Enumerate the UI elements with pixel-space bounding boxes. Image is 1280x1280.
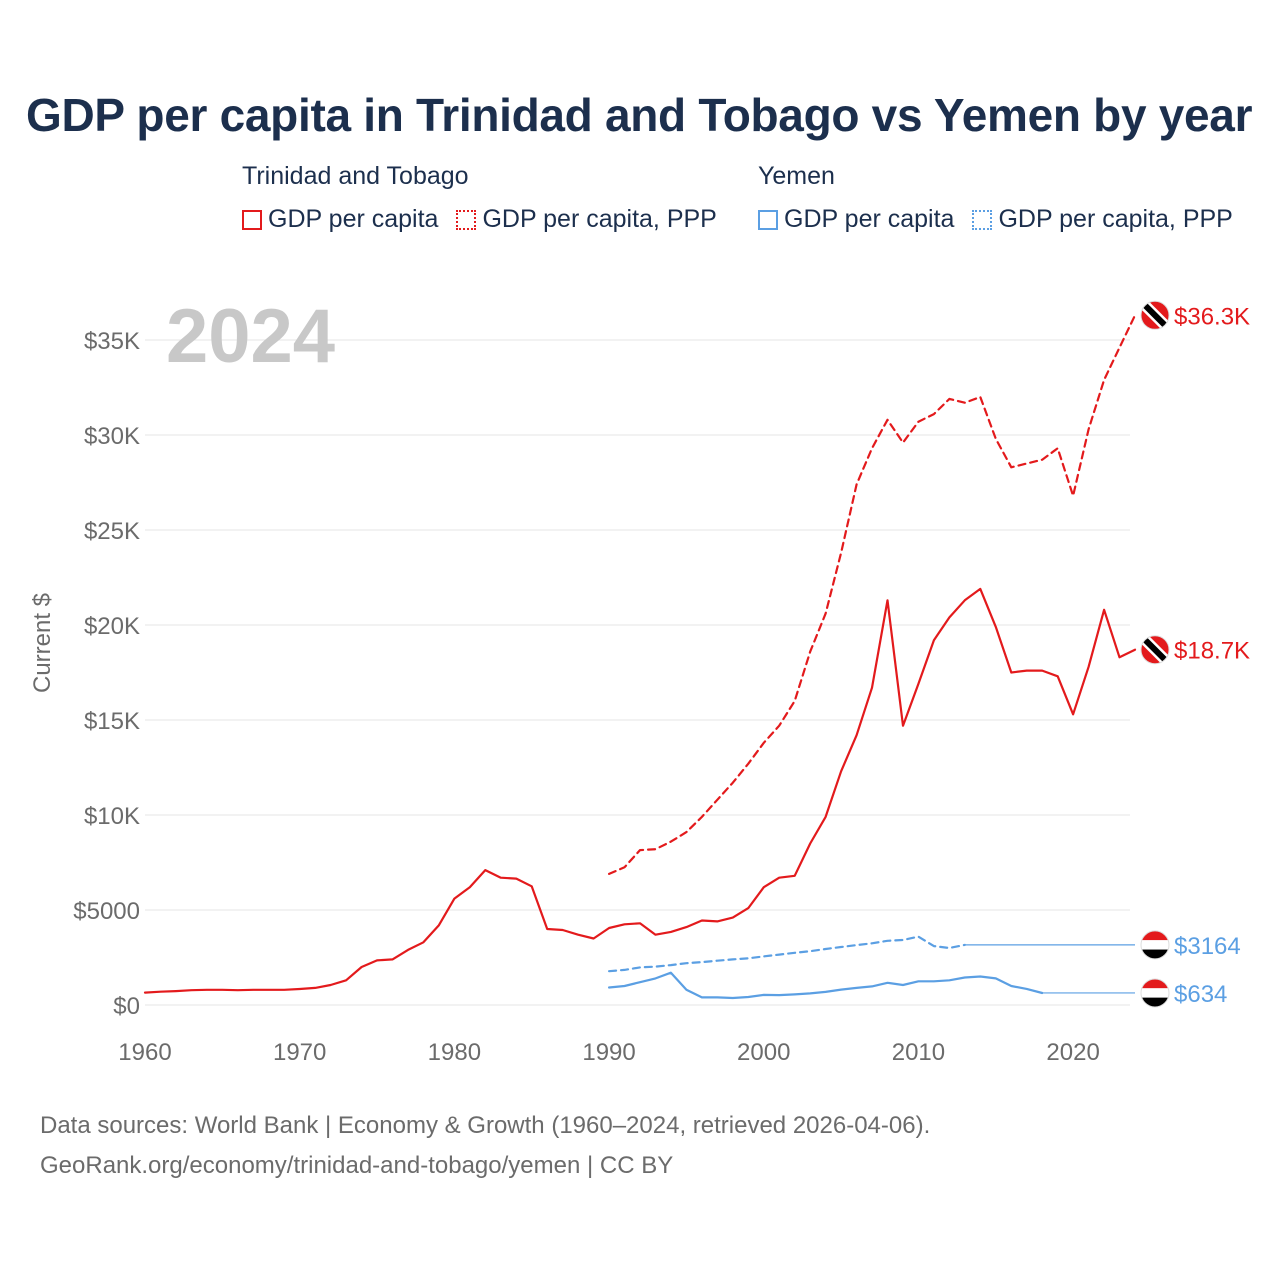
y-tick-label: $30K <box>84 423 140 450</box>
trinidad-and-tobago-flag-icon <box>1140 300 1170 330</box>
legend-swatch-dotted <box>456 209 477 230</box>
end-value-label: $3164 <box>1174 933 1241 960</box>
trinidad-and-tobago-flag-icon <box>1140 635 1170 665</box>
x-axis-ticks: 1960 1970 1980 1990 2000 2010 2020 <box>118 1039 1100 1066</box>
x-tick-label: 1980 <box>428 1039 481 1066</box>
legend-item-label: GDP per capita, PPP <box>998 205 1233 233</box>
series-line <box>607 971 1044 1000</box>
y-axis-ticks: $0 $5000 $10K $15K $20K $25K $30K $35K <box>73 328 140 1020</box>
legend-group-yemen: Yemen GDP per capita GDP per capita, PPP <box>758 162 1233 234</box>
y-tick-label: $10K <box>84 803 140 830</box>
chart-title: GDP per capita in Trinidad and Tobago vs… <box>26 89 1253 141</box>
legend-item-label: GDP per capita, PPP <box>482 205 717 233</box>
x-tick-label: 2000 <box>737 1039 790 1066</box>
y-tick-label: $35K <box>84 328 140 355</box>
series-line <box>607 935 966 973</box>
x-tick-label: 1970 <box>273 1039 326 1066</box>
series-line <box>607 314 1137 876</box>
data-sources: Data sources: World Bank | Economy & Gro… <box>40 1112 931 1139</box>
end-value-label: $18.7K <box>1174 638 1250 665</box>
y-tick-label: $5000 <box>73 898 140 925</box>
legend-item-trinidad-gdp[interactable]: GDP per capita <box>242 205 438 234</box>
legend-group-label: Trinidad and Tobago <box>242 162 469 190</box>
x-tick-label: 2010 <box>892 1039 945 1066</box>
legend-swatch-solid <box>758 209 778 230</box>
legend-swatch-solid <box>242 209 262 230</box>
legend-group-label: Yemen <box>758 162 835 190</box>
series-lines <box>143 314 1137 1000</box>
yemen-flag-icon <box>1140 978 1170 1008</box>
y-tick-label: $25K <box>84 518 140 545</box>
legend-swatch-dotted <box>972 209 993 230</box>
source-link[interactable]: GeoRank.org/economy/trinidad-and-tobago/… <box>40 1152 674 1179</box>
legend-group-trinidad: Trinidad and Tobago GDP per capita GDP p… <box>242 162 717 234</box>
x-tick-label: 1990 <box>582 1039 635 1066</box>
x-tick-label: 1960 <box>118 1039 171 1066</box>
end-markers: $36.3K $18.7K $3164 $634 <box>1140 300 1250 1008</box>
y-axis-label: Current $ <box>29 593 56 693</box>
y-tick-label: $0 <box>113 993 140 1020</box>
y-tick-label: $15K <box>84 708 140 735</box>
legend-item-trinidad-gdp-ppp[interactable]: GDP per capita, PPP <box>456 205 717 234</box>
yemen-flag-icon <box>1140 930 1170 960</box>
legend-item-label: GDP per capita <box>268 205 439 233</box>
grid-lines <box>145 339 1130 1006</box>
year-watermark: 2024 <box>166 294 335 379</box>
legend-item-label: GDP per capita <box>784 205 955 233</box>
legend-item-yemen-gdp-ppp[interactable]: GDP per capita, PPP <box>972 205 1233 234</box>
end-value-label: $36.3K <box>1174 303 1250 330</box>
x-tick-label: 2020 <box>1046 1039 1099 1066</box>
legend-item-yemen-gdp[interactable]: GDP per capita <box>758 205 954 234</box>
y-tick-label: $20K <box>84 613 140 640</box>
footer: Data sources: World Bank | Economy & Gro… <box>40 1106 930 1186</box>
end-value-label: $634 <box>1174 981 1227 1008</box>
series-line <box>143 587 1137 994</box>
